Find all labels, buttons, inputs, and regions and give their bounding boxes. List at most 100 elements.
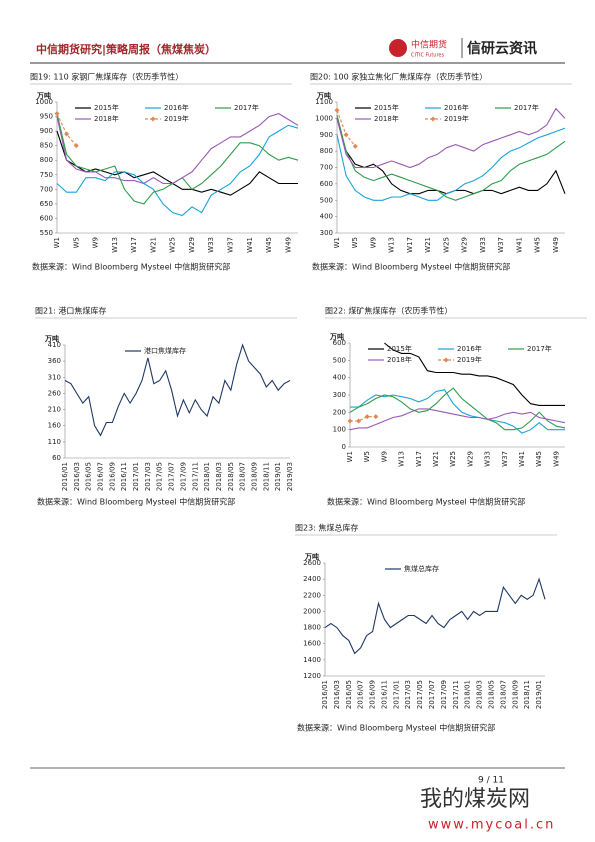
- data-point: [73, 143, 79, 149]
- source-note: 数据来源：Wind Bloomberg Mysteel 中信期货研究部: [327, 497, 525, 507]
- x-tick-label: W41: [518, 451, 526, 467]
- data-point: [343, 132, 349, 138]
- x-tick-label: W33: [207, 237, 215, 253]
- series-line: [336, 127, 566, 201]
- x-tick-label: W41: [246, 237, 254, 253]
- x-tick-label: 2016/09: [369, 680, 377, 709]
- y-tick-label: 800: [40, 156, 53, 164]
- unit-label: 万吨: [304, 552, 319, 561]
- y-tick-label: 1800: [303, 624, 321, 632]
- watermark: 我的煤炭网: [420, 787, 530, 812]
- legend-marker: [430, 116, 436, 122]
- source-note: 数据来源：Wind Bloomberg Mysteel 中信期货研究部: [312, 262, 510, 272]
- x-tick-label: 2018/03: [215, 462, 223, 491]
- series-line: [350, 416, 376, 422]
- y-tick-label: 0: [342, 443, 346, 451]
- legend-label: 2016年: [457, 344, 482, 353]
- data-point: [356, 418, 362, 424]
- y-tick-label: 700: [320, 164, 333, 172]
- x-tick-label: W17: [406, 237, 414, 253]
- y-tick-label: 100: [333, 426, 346, 434]
- x-tick-label: 2017/01: [392, 680, 400, 709]
- x-tick-label: W37: [497, 237, 505, 253]
- unit-label: 万吨: [44, 334, 59, 343]
- x-tick-label: W17: [130, 237, 138, 253]
- legend-label: 2017年: [527, 344, 552, 353]
- x-tick-label: 2017/05: [416, 680, 424, 709]
- x-tick-label: W21: [149, 237, 157, 253]
- data-point: [64, 131, 70, 137]
- x-tick-label: 2019/03: [286, 462, 294, 491]
- legend-label: 2017年: [234, 103, 259, 112]
- series-line: [350, 389, 565, 434]
- y-tick-label: 410: [48, 341, 61, 349]
- series-line: [56, 130, 298, 196]
- y-tick-label: 950: [40, 113, 53, 121]
- x-tick-label: 2016/11: [380, 680, 388, 709]
- x-tick-label: 2017/03: [404, 680, 412, 709]
- y-tick-label: 1000: [35, 98, 53, 106]
- y-tick-label: 400: [333, 374, 346, 382]
- x-tick-label: 2017/01: [132, 462, 140, 491]
- y-tick-label: 300: [320, 229, 333, 237]
- x-tick-label: 2018/11: [523, 680, 531, 709]
- legend-label: 2017年: [514, 103, 539, 112]
- data-point: [334, 107, 340, 113]
- y-tick-label: 60: [52, 454, 61, 462]
- y-tick-label: 900: [40, 127, 53, 135]
- x-tick-label: W49: [552, 237, 560, 253]
- x-tick-label: W13: [111, 237, 119, 253]
- unit-label: 万吨: [316, 91, 331, 100]
- x-tick-label: 2017/09: [440, 680, 448, 709]
- x-tick-label: 2018/07: [499, 680, 507, 709]
- x-tick-label: W5: [72, 237, 80, 248]
- legend-label: 港口焦煤库存: [144, 346, 186, 355]
- y-tick-label: 310: [48, 373, 61, 381]
- x-tick-label: 2018/09: [511, 680, 519, 709]
- x-tick-label: W49: [284, 237, 292, 253]
- x-tick-label: W33: [479, 237, 487, 253]
- legend-label: 2019年: [164, 114, 189, 123]
- x-tick-label: W37: [227, 237, 235, 253]
- x-tick-label: 2016/05: [85, 462, 93, 491]
- data-point: [347, 418, 353, 424]
- y-tick-label: 700: [40, 185, 53, 193]
- x-tick-label: 2017/07: [428, 680, 436, 709]
- x-tick-label: W29: [461, 237, 469, 253]
- legend-label: 2018年: [94, 114, 119, 123]
- legend-label: 2018年: [387, 355, 412, 364]
- legend-label: 2019年: [444, 114, 469, 123]
- x-tick-label: W45: [534, 237, 542, 253]
- x-tick-label: 2016/07: [97, 462, 105, 491]
- series-line: [336, 118, 566, 195]
- x-tick-label: 2016/05: [345, 680, 353, 709]
- y-tick-label: 800: [320, 147, 333, 155]
- legend-label: 2018年: [374, 114, 399, 123]
- x-tick-label: W25: [169, 237, 177, 253]
- series-line: [56, 113, 299, 185]
- x-tick-label: 2016/03: [333, 680, 341, 709]
- unit-label: 万吨: [36, 91, 51, 100]
- series-line: [349, 387, 566, 431]
- y-tick-label: 360: [48, 357, 61, 365]
- x-tick-label: W29: [466, 451, 474, 467]
- x-tick-label: 2016/01: [61, 462, 69, 491]
- y-tick-label: 550: [40, 229, 53, 237]
- legend-label: 2016年: [164, 103, 189, 112]
- x-tick-label: W5: [363, 451, 371, 462]
- y-tick-label: 650: [40, 200, 53, 208]
- x-tick-label: 2017/07: [168, 462, 176, 491]
- y-tick-label: 2400: [303, 575, 321, 583]
- chart-caption: 图19: 110 家钢厂焦煤库存（农历季节性）: [30, 72, 183, 82]
- x-tick-label: 2017/03: [144, 462, 152, 491]
- x-tick-label: 2018/05: [487, 680, 495, 709]
- chart-caption: 图21: 港口焦煤库存: [35, 306, 106, 316]
- legend-label: 2015年: [94, 103, 119, 112]
- data-point: [373, 414, 379, 420]
- x-tick-label: W49: [552, 451, 560, 467]
- y-tick-label: 210: [48, 406, 61, 414]
- x-tick-label: 2017/09: [179, 462, 187, 491]
- y-tick-label: 1400: [303, 656, 321, 664]
- x-tick-label: 2016/07: [357, 680, 365, 709]
